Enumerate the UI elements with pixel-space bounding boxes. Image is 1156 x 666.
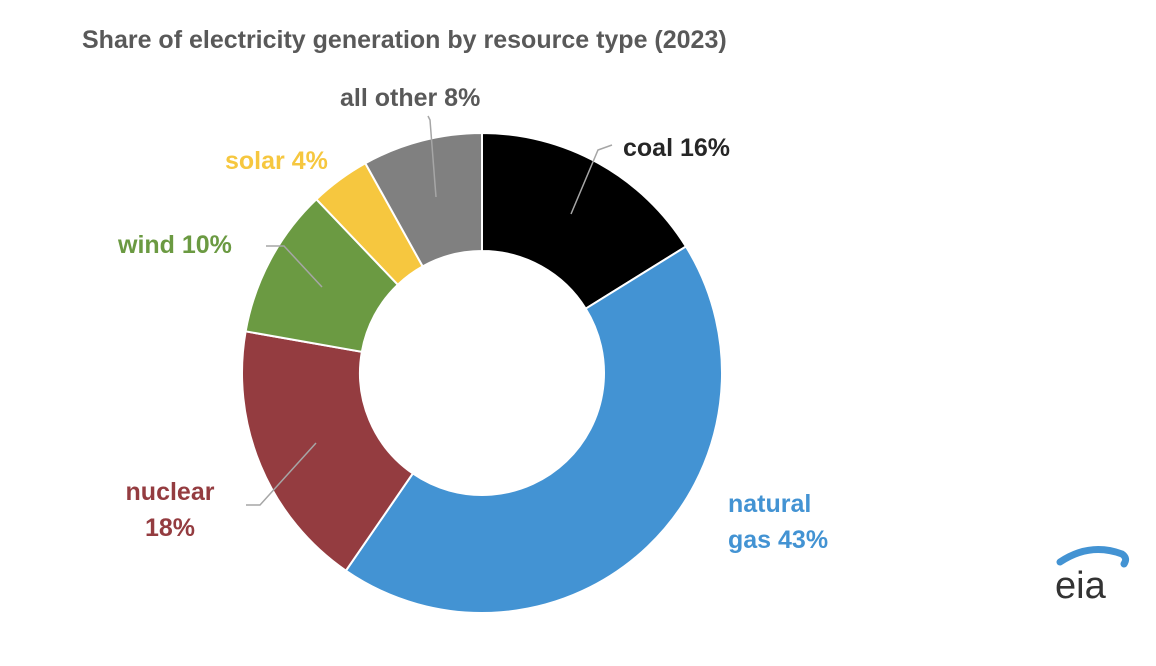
leader-line-nuclear — [246, 442, 317, 506]
eia-logo-icon: eia — [1055, 546, 1130, 604]
slice-coal — [481, 131, 688, 311]
slice-nuclear — [241, 330, 415, 573]
slice-all-other — [363, 131, 483, 268]
slice-natural-gas — [344, 245, 723, 614]
data-label-coal: coal 16% — [623, 134, 730, 162]
slices-group — [241, 131, 723, 614]
leader-lines-group — [246, 115, 613, 506]
chart-title: Share of electricity generation by resou… — [82, 26, 727, 54]
data-label-solar: solar 4% — [225, 147, 328, 175]
data-labels-group: coal 16% natural gas 43% nuclear 18% wind 10%… — [117, 84, 828, 554]
eia-logo-text: eia — [1055, 565, 1107, 604]
data-label-natural-gas: natural gas 43% — [728, 490, 828, 554]
leader-line-wind — [266, 245, 323, 288]
leader-line-coal — [570, 144, 613, 215]
leader-line-all-other — [427, 115, 437, 198]
eia-logo-arc — [1056, 546, 1130, 568]
data-label-all-other: all other 8% — [340, 84, 480, 112]
data-label-nuclear: nuclear 18% — [126, 478, 215, 542]
data-label-wind: wind 10% — [117, 231, 232, 259]
